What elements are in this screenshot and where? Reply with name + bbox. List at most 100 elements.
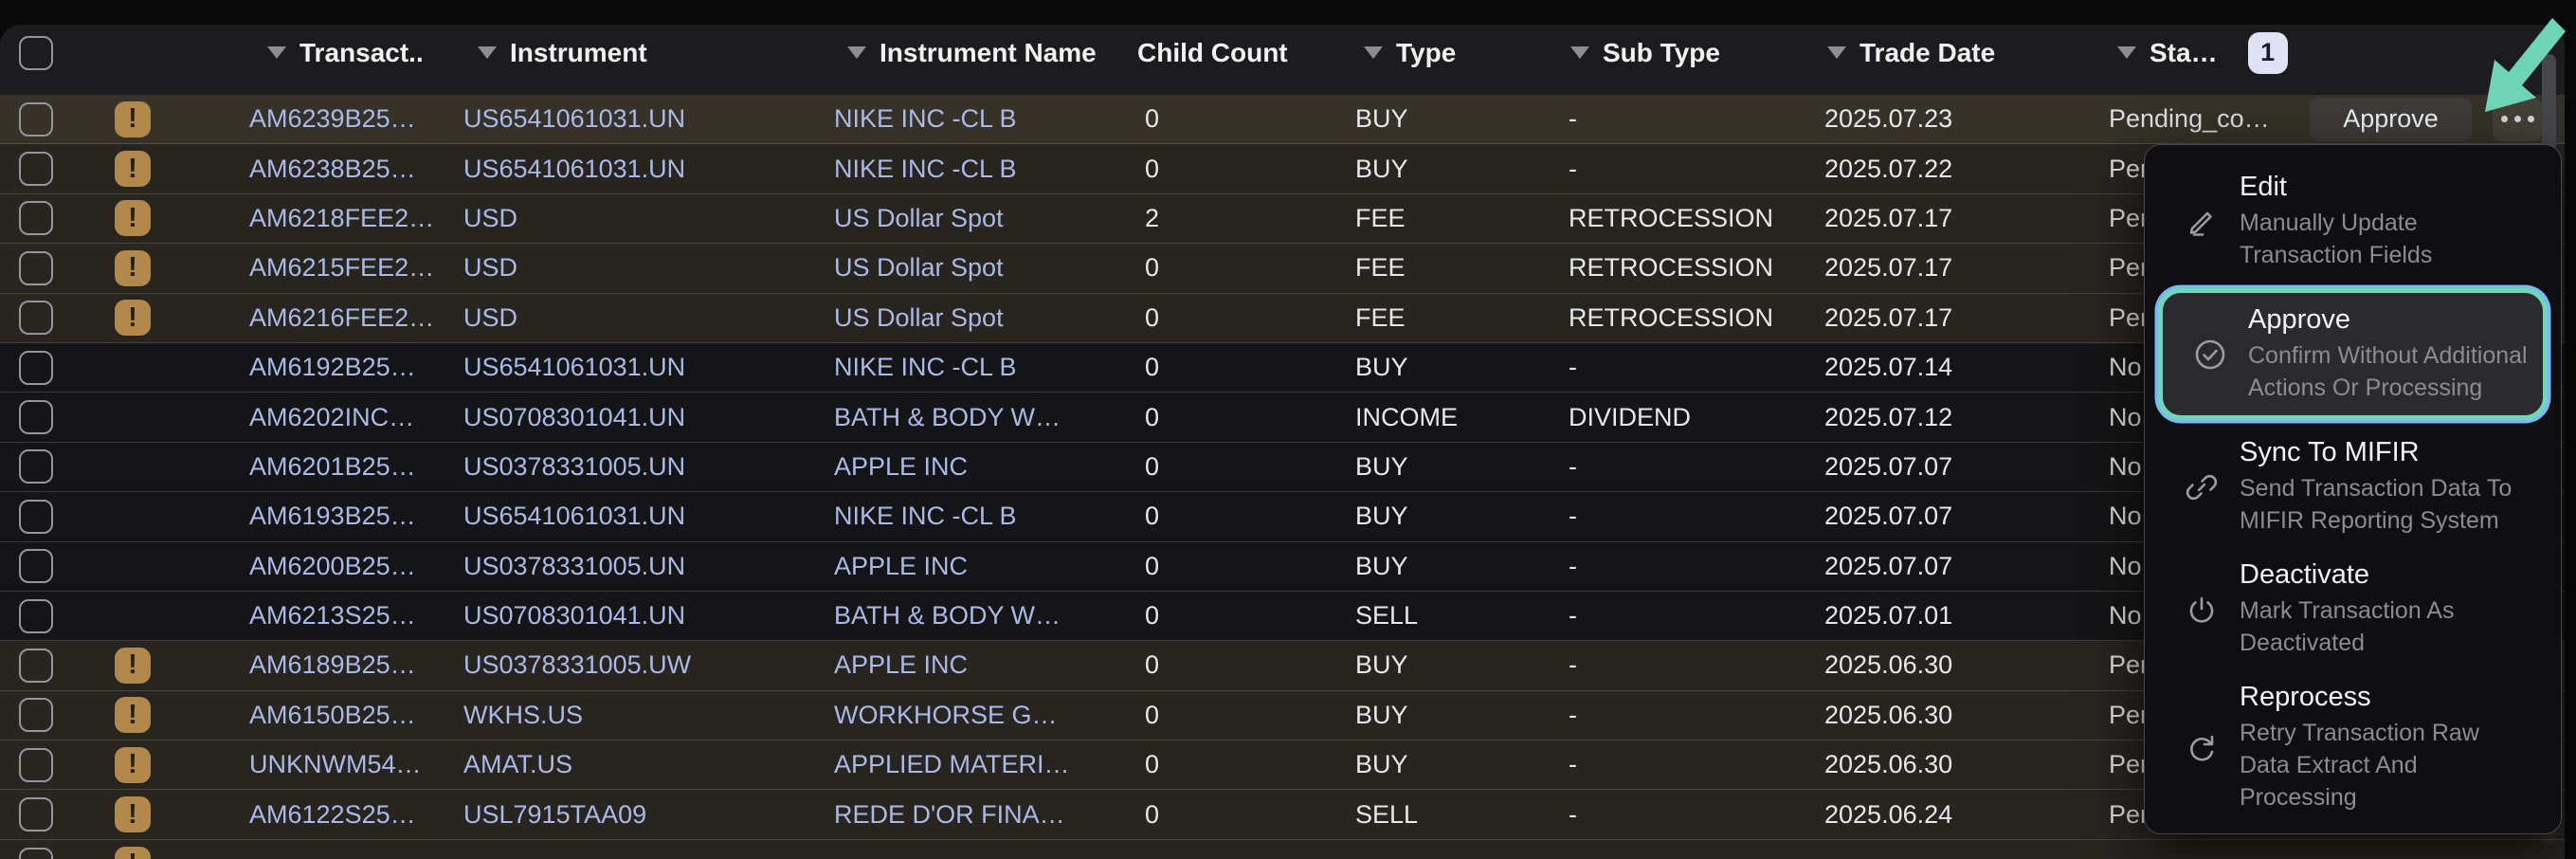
table-row[interactable]: ! [0,839,2565,859]
status-filter-count-badge[interactable]: 1 [2247,31,2288,74]
select-all-checkbox[interactable] [19,35,53,70]
row-checkbox[interactable] [19,201,53,236]
instrument-cell[interactable]: WKHS.US [463,700,584,729]
row-checkbox[interactable] [19,698,53,733]
instrument-name-cell[interactable]: APPLE INC [834,650,969,680]
row-checkbox[interactable] [19,549,53,584]
table-row[interactable]: ! AM6216FEE2… USD US Dollar Spot 0 FEE R… [0,293,2565,343]
table-row[interactable]: ! AM6150B25… WKHS.US WORKHORSE G… 0 BUY … [0,690,2565,741]
instrument-name-cell[interactable]: US Dollar Spot [834,253,1004,283]
column-header-status[interactable]: Sta… 1 [2095,31,2565,74]
table-row[interactable]: ! AM6218FEE2… USD US Dollar Spot 2 FEE R… [0,193,2565,245]
transaction-id-cell[interactable]: AM6192B25… [249,353,416,382]
instrument-name-cell[interactable]: APPLE INC [834,551,969,580]
transaction-id-cell[interactable]: AM6150B25… [249,700,416,729]
row-checkbox[interactable] [19,598,53,633]
row-checkbox[interactable] [19,449,53,484]
row-checkbox[interactable] [19,152,53,187]
row-checkbox[interactable] [19,101,53,137]
instrument-name-cell[interactable]: BATH & BODY W… [834,601,1061,631]
table-row[interactable]: ! AM6238B25… US6541061031.UN NIKE INC -C… [0,144,2565,194]
row-checkbox[interactable] [19,747,53,782]
menu-item-edit[interactable]: Edit Manually Update Transaction Fields [2154,160,2551,283]
menu-item-deactivate[interactable]: Deactivate Mark Transaction As Deactivat… [2154,548,2551,670]
transaction-id-cell[interactable]: AM6238B25… [249,154,416,183]
instrument-name-cell[interactable]: NIKE INC -CL B [834,502,1017,531]
row-checkbox[interactable] [19,648,53,683]
instrument-name-cell[interactable]: REDE D'OR FINA… [834,799,1065,829]
instrument-cell[interactable]: AMAT.US [463,750,573,779]
column-header-sub-type[interactable]: Sub Type [1569,38,1810,68]
instrument-name-cell[interactable]: WORKHORSE G… [834,700,1058,729]
table-row[interactable]: ! AM6189B25… US0378331005.UW APPLE INC 0… [0,641,2565,691]
instrument-cell[interactable]: USD [463,302,518,332]
row-checkbox[interactable] [19,250,53,285]
sort-arrow-icon[interactable] [847,46,866,59]
sort-arrow-icon[interactable] [1570,46,1589,59]
transaction-id-cell[interactable]: AM6201B25… [249,451,416,481]
instrument-name-cell[interactable]: US Dollar Spot [834,203,1004,232]
approve-button[interactable]: Approve [2310,97,2472,141]
table-row[interactable]: ! AM6193B25… US6541061031.UN NIKE INC -C… [0,492,2565,542]
transaction-id-cell[interactable]: AM6213S25… [249,601,416,631]
row-checkbox[interactable] [19,350,53,385]
instrument-cell[interactable]: US6541061031.UN [463,104,686,134]
row-checkbox[interactable] [19,400,53,435]
instrument-name-cell[interactable]: NIKE INC -CL B [834,154,1017,183]
instrument-cell[interactable]: US6541061031.UN [463,154,686,183]
sort-arrow-icon[interactable] [267,46,286,59]
row-checkbox[interactable] [19,301,53,336]
column-header-transaction[interactable]: Transact.. [231,38,455,68]
table-row[interactable]: ! AM6192B25… US6541061031.UN NIKE INC -C… [0,342,2565,393]
sort-arrow-icon[interactable] [2117,46,2136,59]
column-header-type[interactable]: Type [1355,38,1569,68]
transaction-id-cell[interactable]: AM6189B25… [249,650,416,680]
instrument-cell[interactable]: US6541061031.UN [463,502,686,531]
transaction-id-cell[interactable]: AM6200B25… [249,551,416,580]
instrument-cell[interactable]: US0708301041.UN [463,601,686,631]
table-row[interactable]: ! AM6239B25… US6541061031.UN NIKE INC -C… [0,95,2565,145]
instrument-name-cell[interactable]: US Dollar Spot [834,302,1004,332]
transaction-id-cell[interactable]: AM6218FEE2… [249,203,435,232]
sort-arrow-icon[interactable] [478,46,497,59]
instrument-name-cell[interactable]: NIKE INC -CL B [834,104,1017,134]
transaction-id-cell[interactable]: AM6215FEE2… [249,253,435,283]
column-header-trade-date[interactable]: Trade Date [1810,38,2095,68]
transaction-id-cell[interactable]: AM6239B25… [249,104,416,134]
table-row[interactable]: ! AM6200B25… US0378331005.UN APPLE INC 0… [0,541,2565,592]
table-row[interactable]: ! AM6122S25… USL7915TAA09 REDE D'OR FINA… [0,790,2565,840]
instrument-name-cell[interactable]: APPLIED MATERI… [834,750,1070,779]
instrument-cell[interactable]: US6541061031.UN [463,353,686,382]
instrument-cell[interactable]: US0378331005.UW [463,650,692,680]
table-row[interactable]: ! AM6202INC… US0708301041.UN BATH & BODY… [0,393,2565,443]
table-row[interactable]: ! AM6213S25… US0708301041.UN BATH & BODY… [0,591,2565,642]
instrument-cell[interactable]: US0378331005.UN [463,451,686,481]
menu-item-reprocess[interactable]: Reprocess Retry Transaction Raw Data Ext… [2154,670,2551,825]
instrument-cell[interactable]: USL7915TAA09 [463,799,647,829]
row-checkbox[interactable] [19,797,53,832]
row-checkbox[interactable] [19,847,53,859]
instrument-name-cell[interactable]: NIKE INC -CL B [834,353,1017,382]
column-header-child-count[interactable]: Child Count [1128,38,1355,68]
instrument-cell[interactable]: USD [463,203,518,232]
column-header-instrument[interactable]: Instrument [455,38,825,68]
column-header-instrument-name[interactable]: Instrument Name [825,38,1128,68]
transaction-id-cell[interactable]: AM6193B25… [249,502,416,531]
table-row[interactable]: ! AM6215FEE2… USD US Dollar Spot 0 FEE R… [0,244,2565,294]
transaction-id-cell[interactable]: AM6122S25… [249,799,416,829]
table-row[interactable]: ! UNKNWM54… AMAT.US APPLIED MATERI… 0 BU… [0,740,2565,791]
table-row[interactable]: ! AM6201B25… US0378331005.UN APPLE INC 0… [0,442,2565,493]
sort-arrow-icon[interactable] [1364,46,1383,59]
instrument-name-cell[interactable]: APPLE INC [834,451,969,481]
row-checkbox[interactable] [19,499,53,534]
transaction-id-cell[interactable]: AM6202INC… [249,402,415,431]
transaction-id-cell[interactable]: AM6216FEE2… [249,302,435,332]
instrument-cell[interactable]: US0708301041.UN [463,402,686,431]
instrument-name-cell[interactable]: BATH & BODY W… [834,402,1061,431]
instrument-cell[interactable]: US0378331005.UN [463,551,686,580]
sort-arrow-icon[interactable] [1827,46,1846,59]
menu-item-approve[interactable]: Approve Confirm Without Additional Actio… [2158,288,2548,420]
menu-item-sync-to-mifir[interactable]: Sync To MIFIR Send Transaction Data To M… [2154,426,2551,548]
transaction-id-cell[interactable]: UNKNWM54… [249,750,422,779]
instrument-cell[interactable]: USD [463,253,518,283]
